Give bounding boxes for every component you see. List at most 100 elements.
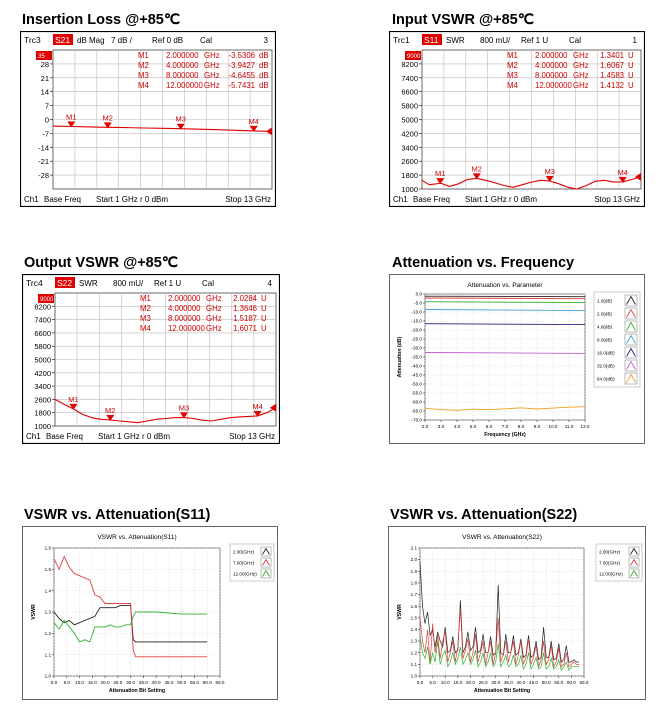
trace-name: Trc1 (393, 35, 410, 45)
marker-table-freq: 4.000000 (535, 61, 568, 70)
x-tick-label: 30.0 (126, 680, 135, 685)
x-tick-label: 5.0 (429, 680, 436, 685)
marker-triangle (472, 173, 481, 180)
y-tick-label: 2600 (34, 395, 51, 404)
footer-base: Base Freq (413, 195, 450, 204)
y-tick-label: -60.0 (412, 400, 423, 405)
marker-table-freq-unit: GHz (204, 51, 220, 60)
trace-line-s22 (54, 398, 277, 424)
x-tick-label: 10.0 (75, 680, 84, 685)
y-tick-label: 1.5 (411, 615, 418, 620)
footer-channel: Ch1 (393, 195, 408, 204)
trace-format: SWR (446, 36, 465, 45)
marker-table-value: 1.6067 (600, 61, 624, 70)
y-axis-label: VSWR (397, 604, 403, 620)
x-tick-label: 35.0 (504, 680, 513, 685)
marker-triangle (106, 415, 115, 422)
y-tick-label: 1.6 (45, 546, 52, 551)
marker-table-value-unit: U (261, 304, 267, 313)
marker-table-name: M4 (140, 324, 151, 333)
marker-label: M4 (249, 117, 259, 126)
series-line (53, 605, 208, 643)
marker-table-name: M3 (507, 71, 518, 80)
ref-level-label: 35 (38, 54, 45, 60)
marker-table-freq-unit: GHz (206, 304, 222, 313)
x-tick-label: 5.0 (470, 424, 477, 429)
footer-start: Start 1 GHz r 0 dBm (98, 432, 170, 441)
y-tick-label: 1.2 (45, 631, 52, 636)
y-tick-label: -25.0 (412, 337, 423, 342)
x-tick-label: 50.0 (177, 680, 186, 685)
x-tick-label: 0.0 (417, 680, 424, 685)
marker-label: M3 (545, 167, 555, 176)
y-tick-label: 7 (45, 102, 49, 111)
x-tick-label: 4.0 (454, 424, 461, 429)
y-tick-label: -45.0 (412, 373, 423, 378)
y-tick-label: 21 (41, 74, 49, 83)
legend-label: 2.0(dB) (597, 312, 613, 317)
legend-label: 7.00(GHz) (233, 561, 255, 566)
y-tick-label: 8200 (401, 60, 418, 69)
marker-table-freq-unit: GHz (573, 81, 589, 90)
y-tick-label: -14 (38, 143, 49, 152)
y-tick-label: 2.1 (411, 546, 418, 551)
legend-swatch (626, 373, 636, 383)
attenuation-frequency-chart: Attenuation vs. Parameter 2.0 3.0 4.0 5.0 6.0… (389, 274, 645, 444)
marker-table-freq: 4.000000 (168, 304, 201, 313)
y-tick-label: -20.0 (412, 328, 423, 333)
y-tick-label: 8200 (34, 302, 51, 311)
channel-number: 1 (633, 36, 638, 45)
legend-swatch-box (624, 320, 638, 333)
legend-swatch-box (624, 307, 638, 320)
legend-swatch-box (624, 359, 638, 372)
legend-label: 1.0(dB) (597, 299, 613, 304)
y-tick-label: -30.0 (412, 346, 423, 351)
y-tick-label: 1.3 (45, 610, 52, 615)
legend-label: 12.00(GHz) (599, 572, 623, 577)
legend-swatch (626, 334, 636, 344)
y-tick-label: 6600 (401, 88, 418, 97)
plot-frame (419, 547, 585, 677)
cal-label: Cal (569, 36, 581, 45)
series-line (424, 295, 586, 298)
marker-table-freq: 4.000000 (166, 61, 199, 70)
marker-label: M2 (472, 164, 482, 173)
x-tick-label: 40.0 (516, 680, 525, 685)
series-line (53, 555, 208, 658)
series-line (424, 406, 586, 411)
x-tick-label: 55.0 (190, 680, 199, 685)
marker-table-freq-unit: GHz (206, 314, 222, 323)
x-tick-label: 9.0 (534, 424, 541, 429)
y-tick-label: 1800 (34, 409, 51, 418)
ref-level-label: 9000 (40, 297, 54, 303)
legend-label: 7.00(GHz) (599, 561, 621, 566)
trace-format: dB Mag (77, 36, 105, 45)
marker-label: M2 (103, 113, 113, 122)
marker-label: M1 (435, 169, 445, 178)
param-badge (55, 277, 75, 288)
marker-table-freq-unit: GHz (573, 61, 589, 70)
marker-label: M1 (66, 113, 76, 122)
ref-level-badge (38, 294, 54, 303)
footer-stop: Stop 13 GHz (229, 432, 275, 441)
y-tick-label: 1.4 (45, 588, 52, 593)
marker-table-value-unit: dB (259, 51, 269, 60)
marker-table-freq: 8.000000 (166, 71, 199, 80)
y-tick-label: 3400 (34, 382, 51, 391)
marker-triangle (253, 410, 262, 417)
footer-channel: Ch1 (24, 195, 39, 204)
legend-swatch (262, 569, 270, 577)
trace-name: Trc4 (26, 278, 43, 288)
x-tick-label: 3.0 (438, 424, 445, 429)
legend-swatch-box (628, 546, 640, 557)
marker-table-freq-unit: GHz (573, 71, 589, 80)
y-tick-label: 28 (41, 60, 49, 69)
x-tick-label: 40.0 (152, 680, 161, 685)
panel-title-vswr-s22: VSWR vs. Attenuation(S22) (390, 507, 578, 523)
y-tick-label: 2600 (401, 157, 418, 166)
footer-stop: Stop 13 GHz (594, 195, 640, 204)
legend-label: 8.0(dB) (597, 338, 613, 343)
